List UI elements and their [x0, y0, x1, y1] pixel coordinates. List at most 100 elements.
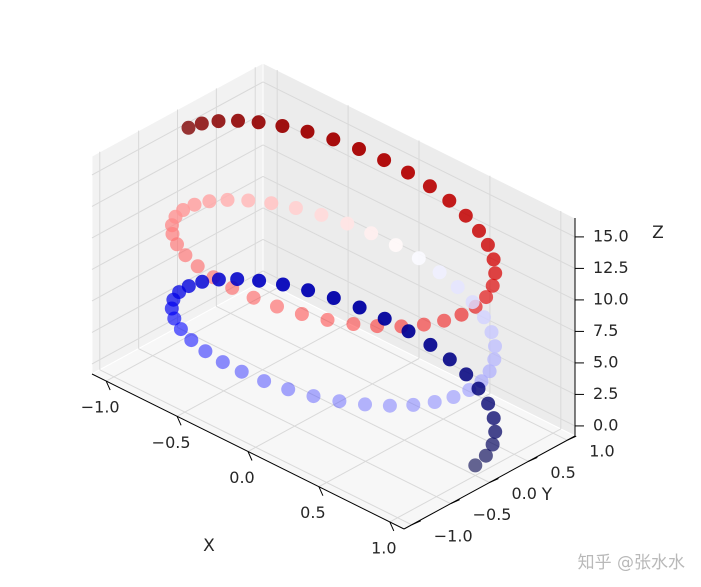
- x-tick: [389, 521, 395, 532]
- data-point: [486, 252, 501, 267]
- z-tick-label: 15.0: [593, 226, 629, 245]
- data-point: [178, 248, 193, 263]
- data-point: [472, 223, 486, 238]
- data-point: [306, 389, 321, 404]
- data-point: [437, 313, 452, 328]
- z-tick-label: 10.0: [593, 289, 629, 308]
- data-point: [442, 352, 457, 367]
- data-point: [326, 132, 341, 147]
- data-point: [488, 424, 503, 439]
- y-tick: [411, 520, 421, 526]
- y-tick-label: 0.0: [512, 484, 537, 503]
- data-point: [468, 458, 483, 473]
- data-point: [252, 273, 267, 288]
- data-point: [332, 394, 347, 409]
- y-tick-label: −1.0: [434, 526, 473, 545]
- gridline-z-left: [91, 81, 264, 176]
- data-point: [195, 274, 210, 289]
- data-point: [488, 339, 502, 354]
- data-point: [241, 193, 256, 208]
- gridline-z-left: [91, 112, 264, 207]
- gridline-z-left: [91, 144, 264, 239]
- data-point: [481, 396, 496, 411]
- data-point: [406, 397, 421, 412]
- data-point: [275, 119, 290, 133]
- x-tick: [318, 486, 324, 496]
- data-point: [215, 355, 230, 370]
- data-point: [300, 124, 315, 139]
- data-point: [294, 307, 309, 321]
- data-point: [484, 325, 499, 340]
- data-point: [382, 398, 397, 413]
- x-tick-label: −0.5: [152, 433, 191, 452]
- gridline-z-back: [262, 144, 576, 301]
- y-tick-label: 1.0: [589, 442, 614, 461]
- y-tick-label: −0.5: [473, 505, 512, 524]
- data-point: [276, 277, 290, 292]
- data-point: [231, 113, 245, 128]
- watermark: 知乎 @张水水: [577, 553, 685, 573]
- gridline-y-floor: [138, 348, 451, 505]
- y-tick: [567, 435, 577, 441]
- z-tick-label: 12.5: [593, 258, 629, 277]
- data-point: [477, 310, 491, 325]
- x-tick: [105, 380, 111, 391]
- data-point: [459, 367, 474, 382]
- gridline-z-back: [262, 81, 576, 238]
- x-axis-label: X: [203, 536, 215, 556]
- gridline-z-back: [262, 270, 576, 427]
- data-point: [485, 278, 500, 293]
- z-tick-label: 7.5: [593, 321, 618, 340]
- data-point: [234, 364, 249, 379]
- data-point: [465, 295, 480, 310]
- data-point: [190, 259, 205, 274]
- data-point: [346, 317, 361, 331]
- data-point: [358, 397, 372, 412]
- data-point: [270, 299, 284, 314]
- data-point: [454, 307, 469, 322]
- data-point: [198, 344, 213, 359]
- data-point: [427, 395, 442, 409]
- data-point: [411, 251, 426, 266]
- gridline-y-floor: [216, 305, 529, 462]
- y-axis-label: Y: [541, 485, 553, 505]
- data-point: [194, 116, 209, 131]
- data-point: [202, 194, 217, 209]
- z-tick-label: 5.0: [593, 352, 618, 371]
- data-point: [471, 381, 486, 396]
- data-point: [416, 317, 431, 332]
- data-point: [486, 411, 501, 426]
- data-point: [450, 280, 465, 295]
- data-points: [164, 113, 503, 473]
- data-point: [184, 333, 199, 348]
- data-point: [352, 142, 366, 156]
- z-axis-label: Z: [652, 223, 664, 243]
- x-tick-label: 0.5: [300, 503, 325, 522]
- data-point: [173, 322, 188, 337]
- x-tick-label: −1.0: [81, 398, 120, 417]
- data-point: [281, 382, 296, 397]
- z-tick-label: 2.5: [593, 384, 618, 403]
- data-point: [432, 265, 447, 280]
- data-point: [257, 374, 272, 389]
- data-point: [220, 192, 235, 207]
- y-tick-label: 0.5: [550, 463, 575, 482]
- data-point: [422, 179, 437, 194]
- z-tick-label: 0.0: [593, 415, 618, 434]
- x-tick: [247, 451, 253, 461]
- data-point: [401, 165, 415, 180]
- data-point: [482, 364, 497, 379]
- x-tick: [176, 416, 182, 426]
- gridline-z-back: [262, 238, 576, 395]
- data-point: [181, 279, 196, 294]
- data-point: [176, 203, 191, 217]
- gridline-y-floor: [177, 327, 490, 483]
- data-point: [314, 207, 329, 222]
- data-point: [488, 266, 503, 281]
- gridline-z-left: [91, 207, 264, 302]
- x-tick-label: 1.0: [371, 538, 396, 557]
- y-tick: [450, 499, 460, 505]
- data-point: [246, 290, 261, 305]
- data-point: [288, 201, 303, 215]
